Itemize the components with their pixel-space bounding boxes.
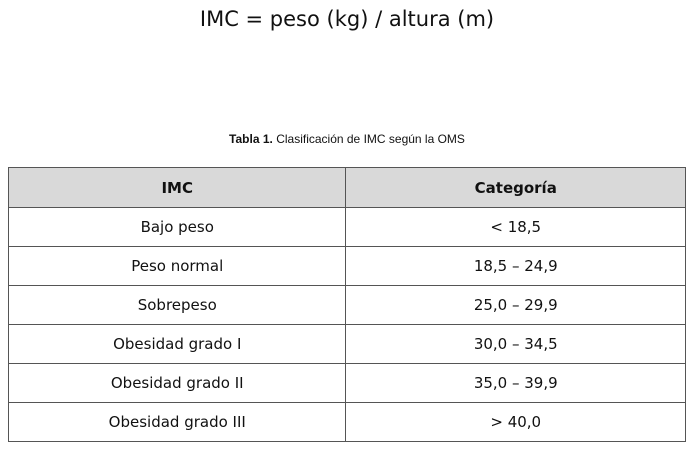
row-range: < 18,5 [345,207,686,247]
row-range: 30,0 – 34,5 [345,324,686,364]
table-row: Bajo peso < 18,5 [7,207,686,247]
row-label: Peso normal [7,246,347,286]
row-label: Bajo peso [7,207,347,247]
bmi-classification-table: IMC Categoría Bajo peso < 18,5 Peso norm… [7,167,686,442]
row-range: 35,0 – 39,9 [345,363,686,403]
table-header-row: IMC Categoría [7,167,686,208]
table-row: Obesidad grado II 35,0 – 39,9 [7,363,686,403]
table-row: Obesidad grado III > 40,0 [7,402,686,442]
row-range: 18,5 – 24,9 [345,246,686,286]
row-label: Obesidad grado I [7,324,347,364]
table-caption-label: Tabla 1. [229,132,273,146]
row-range: 25,0 – 29,9 [345,285,686,325]
table-row: Peso normal 18,5 – 24,9 [7,246,686,286]
table-caption-text: Clasificación de IMC según la OMS [276,132,465,146]
column-header-category: Categoría [345,167,686,208]
row-label: Obesidad grado II [7,363,347,403]
table-row: Sobrepeso 25,0 – 29,9 [7,285,686,325]
row-range: > 40,0 [345,402,686,442]
table-caption: Tabla 1. Clasificación de IMC según la O… [0,131,694,147]
row-label: Sobrepeso [7,285,347,325]
column-header-imc: IMC [7,167,347,208]
table-row: Obesidad grado I 30,0 – 34,5 [7,324,686,364]
row-label: Obesidad grado III [7,402,347,442]
bmi-formula: IMC = peso (kg) / altura (m) [199,7,495,31]
